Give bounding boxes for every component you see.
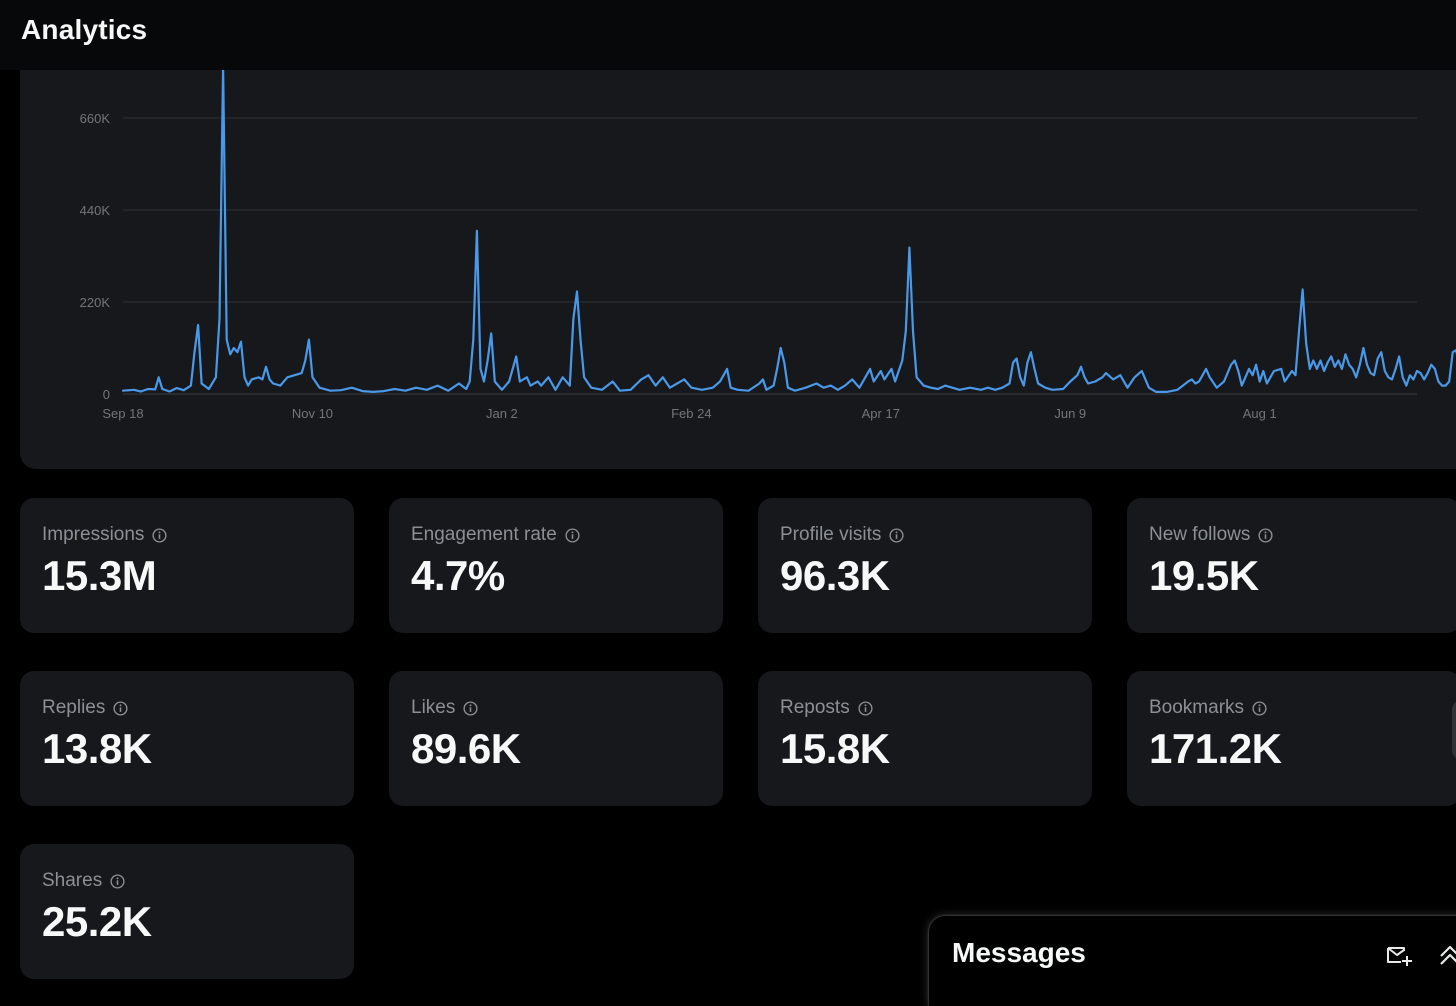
stat-label: Impressions — [42, 524, 145, 545]
stat-value: 171.2K — [1149, 725, 1282, 772]
stat-value: 15.3M — [42, 552, 157, 599]
y-tick-label: 660K — [80, 111, 111, 126]
info-icon[interactable] — [112, 700, 129, 717]
info-icon[interactable] — [888, 527, 905, 544]
stat-label: New follows — [1149, 524, 1251, 545]
x-tick-label: Nov 10 — [292, 406, 333, 421]
stat-label: Engagement rate — [411, 524, 557, 545]
stat-card-profile-visits: Profile visits 96.3K — [758, 498, 1092, 633]
stat-value: 89.6K — [411, 725, 521, 772]
x-tick-label: Sep 18 — [102, 406, 143, 421]
stat-card-replies: Replies 13.8K — [20, 671, 354, 806]
info-icon[interactable] — [1257, 527, 1274, 544]
messages-drawer[interactable]: Messages — [929, 916, 1456, 1006]
x-tick-label: Aug 1 — [1243, 406, 1277, 421]
stat-card-shares: Shares 25.2K — [20, 844, 354, 979]
x-tick-label: Feb 24 — [671, 406, 711, 421]
stat-label: Bookmarks — [1149, 697, 1245, 718]
info-icon[interactable] — [857, 700, 874, 717]
stat-label: Shares — [42, 870, 103, 891]
stat-card-likes: Likes 89.6K — [389, 671, 723, 806]
stat-card-engagement-rate: Engagement rate 4.7% — [389, 498, 723, 633]
stat-label: Reposts — [780, 697, 850, 718]
stat-value: 13.8K — [42, 725, 152, 772]
messages-title: Messages — [952, 937, 1086, 968]
impressions-chart-panel: 0 220K 440K 660K Sep 18 Nov 10 Jan 2 Feb 24 Apr… — [20, 70, 1456, 469]
impressions-line-chart: 0 220K 440K 660K Sep 18 Nov 10 Jan 2 Feb 24 Apr… — [80, 70, 1456, 421]
page-title: Analytics — [21, 14, 148, 45]
stat-card-impressions: Impressions 15.3M — [20, 498, 354, 633]
page-header: Analytics — [0, 0, 1456, 70]
stat-card-new-follows: New follows 19.5K — [1127, 498, 1456, 633]
stat-card-reposts: Reposts 15.8K — [758, 671, 1092, 806]
stat-value: 15.8K — [780, 725, 890, 772]
info-icon[interactable] — [462, 700, 479, 717]
stat-label: Replies — [42, 697, 106, 718]
y-tick-label: 220K — [80, 295, 111, 310]
info-icon[interactable] — [109, 873, 126, 890]
y-tick-label: 440K — [80, 203, 111, 218]
x-tick-label: Jan 2 — [486, 406, 518, 421]
stat-label: Likes — [411, 697, 456, 718]
impressions-series-line[interactable] — [121, 70, 1456, 393]
info-icon[interactable] — [1251, 700, 1268, 717]
stat-value: 19.5K — [1149, 552, 1259, 599]
stat-value: 4.7% — [411, 552, 505, 599]
new-message-icon[interactable] — [1384, 940, 1414, 970]
stat-value: 25.2K — [42, 898, 152, 945]
info-icon[interactable] — [564, 527, 581, 544]
stat-value: 96.3K — [780, 552, 890, 599]
stat-label: Profile visits — [780, 524, 882, 545]
x-tick-label: Apr 17 — [862, 406, 900, 421]
info-icon[interactable] — [151, 527, 168, 544]
x-tick-label: Jun 9 — [1054, 406, 1086, 421]
stat-card-bookmarks: Bookmarks 171.2K — [1127, 671, 1456, 806]
scroll-edge-handle[interactable] — [1452, 700, 1456, 760]
y-tick-label: 0 — [103, 387, 110, 402]
expand-up-icon[interactable] — [1435, 940, 1456, 970]
